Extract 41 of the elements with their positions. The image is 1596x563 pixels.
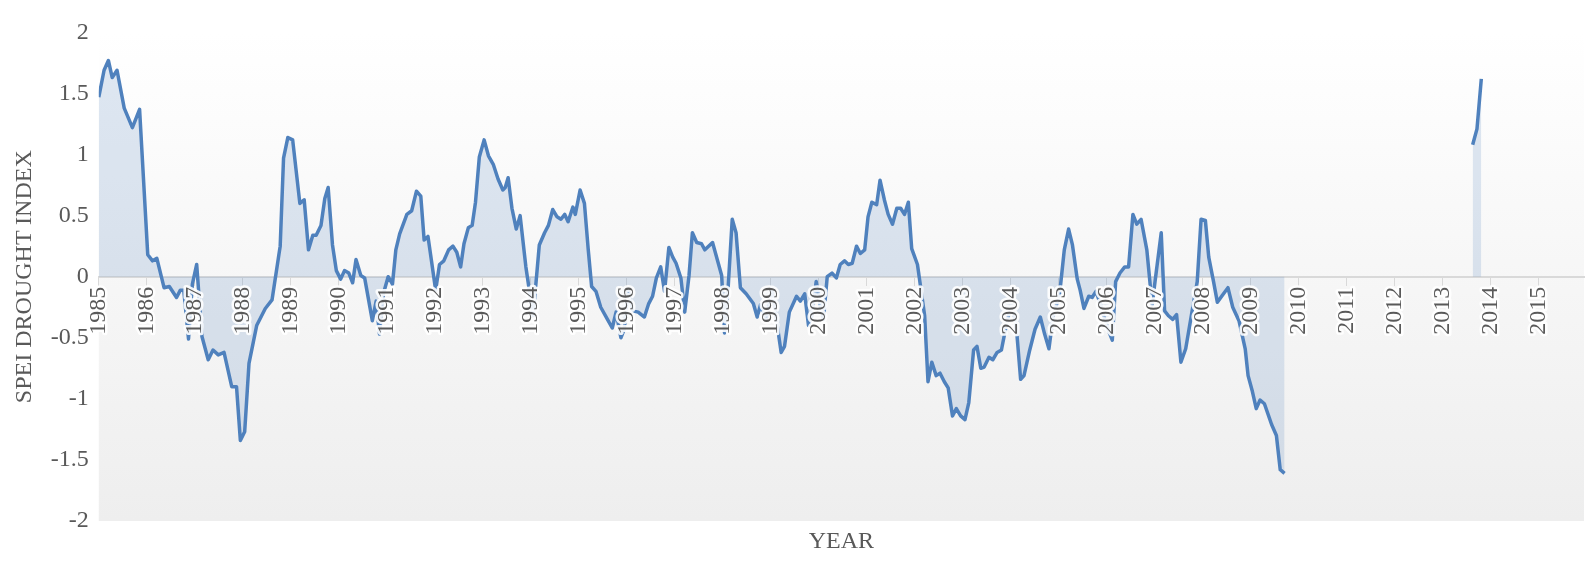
x-tick-label: 2012 — [1379, 286, 1406, 335]
y-tick-label: 0.5 — [58, 200, 89, 227]
x-tick-label: 1999 — [755, 286, 782, 335]
y-tick-label: 0 — [76, 262, 89, 288]
x-tick-label: 1998 — [707, 286, 734, 335]
x-tick-label: 2000 — [803, 286, 830, 335]
x-tick-label: 2007 — [1139, 286, 1166, 335]
x-tick-label: 2003 — [947, 286, 974, 335]
x-tick-label: 2014 — [1475, 286, 1502, 335]
x-tick-label: 1993 — [467, 286, 494, 335]
x-tick-label: 1986 — [132, 286, 159, 335]
y-tick-label: 1.5 — [58, 78, 89, 105]
x-tick-label: 1992 — [420, 286, 446, 335]
x-tick-label: 1997 — [659, 286, 686, 335]
y-tick-label: -1 — [68, 384, 89, 411]
x-tick-label: 1988 — [228, 286, 255, 335]
x-tick-label: 2005 — [1043, 286, 1070, 335]
x-tick-label: 2011 — [1331, 286, 1358, 334]
x-tick-label: 2009 — [1235, 286, 1262, 335]
x-tick-label: 1995 — [563, 286, 590, 335]
x-tick-label: 1989 — [276, 286, 303, 335]
x-tick-label: 1996 — [611, 286, 638, 335]
x-tick-label: 1987 — [180, 286, 207, 335]
x-tick-label: 2008 — [1187, 286, 1214, 335]
y-tick-label: -0.5 — [50, 323, 89, 350]
y-tick-label: 2 — [76, 17, 89, 44]
x-tick-label: 2006 — [1091, 286, 1118, 335]
x-tick-label: 1994 — [515, 286, 542, 335]
x-axis-title: YEAR — [808, 527, 875, 554]
x-tick-label: 2010 — [1283, 286, 1310, 335]
x-tick-label: 1991 — [372, 286, 399, 335]
y-tick-label: 1 — [76, 139, 89, 166]
x-tick-label: 2004 — [995, 286, 1022, 335]
y-axis-title: SPEI DROUGHT INDEX — [9, 150, 36, 404]
x-tick-label: 1990 — [324, 286, 351, 335]
y-tick-label: -1.5 — [50, 445, 89, 472]
x-tick-label: 2015 — [1523, 286, 1550, 335]
x-tick-label: 2002 — [899, 286, 926, 335]
y-tick-label: -2 — [68, 506, 89, 533]
x-tick-label: 2001 — [851, 286, 878, 335]
x-tick-label: 2013 — [1427, 286, 1454, 335]
